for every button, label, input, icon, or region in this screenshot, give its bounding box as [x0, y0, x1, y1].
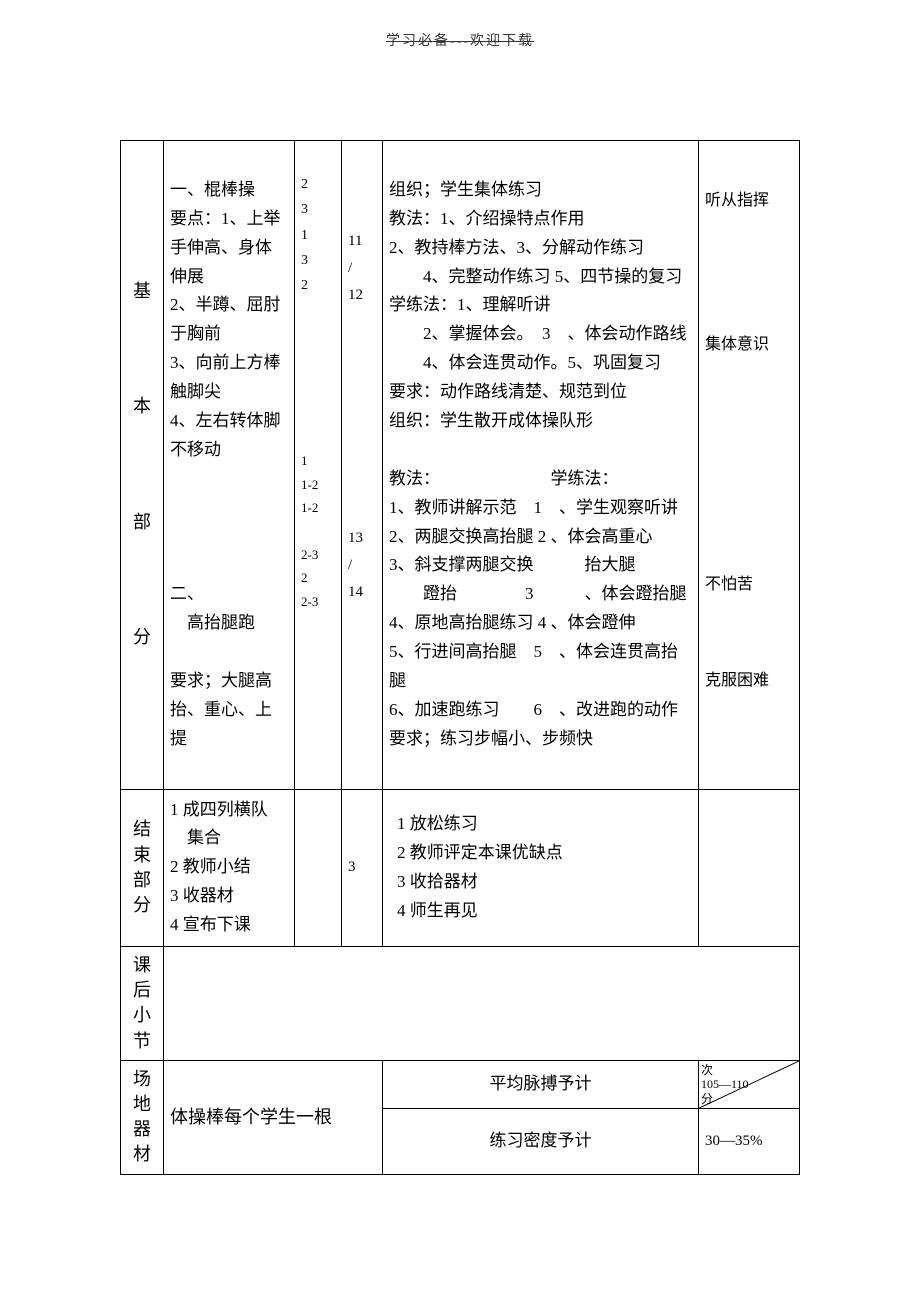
pulse-value: 次 105—110 分: [699, 1060, 800, 1108]
density-value: 30—35%: [699, 1108, 800, 1174]
main-method: 组织；学生集体练习 教法：1、介绍操特点作用 2、教持棒方法、3、分解动作练习 …: [383, 141, 699, 790]
content-block-1: 一、棍棒操 要点：1、上举手伸高、身体伸展 2、半蹲、屈肘于胸前 3、向前上方棒…: [170, 176, 288, 465]
section-label-end: 结束部分: [121, 789, 164, 946]
review-content: [164, 947, 800, 1061]
main-nums: 2 3 1 3 2 1 1-2 1-2 2-3 2 2-3: [295, 141, 342, 790]
pulse-bot: 分: [701, 1092, 797, 1106]
section-label-venue: 场地器材: [121, 1060, 164, 1174]
lesson-plan-table: 基 本 部 分 一、棍棒操 要点：1、上举手伸高、身体伸展 2、半蹲、屈肘于胸前…: [120, 140, 800, 1175]
end-right: [699, 789, 800, 946]
end-nums: [295, 789, 342, 946]
table-row-main: 基 本 部 分 一、棍棒操 要点：1、上举手伸高、身体伸展 2、半蹲、屈肘于胸前…: [121, 141, 800, 790]
table-row-review: 课后小节: [121, 947, 800, 1061]
section-label-review: 课后小节: [121, 947, 164, 1061]
page-header: 学习必备---欢迎下载: [0, 30, 920, 50]
table-row-venue-1: 场地器材 体操棒每个学生一根 平均脉搏予计 次 105—110 分: [121, 1060, 800, 1108]
main-content: 一、棍棒操 要点：1、上举手伸高、身体伸展 2、半蹲、屈肘于胸前 3、向前上方棒…: [164, 141, 295, 790]
nums-block-1: 2 3 1 3 2: [301, 172, 335, 298]
content-block-2: 二、 高抬腿跑 要求；大腿高抬、重心、上提: [170, 580, 288, 753]
pulse-top: 次: [701, 1063, 797, 1077]
pulse-mid: 105—110: [701, 1077, 797, 1091]
end-content: 1 成四列横队 集合 2 教师小结 3 收器材 4 宣布下课: [164, 789, 295, 946]
table-row-end: 结束部分 1 成四列横队 集合 2 教师小结 3 收器材 4 宣布下课 3 1 …: [121, 789, 800, 946]
nums-block-2: 1 1-2 1-2 2-3 2 2-3: [301, 449, 335, 613]
main-right: 听从指挥 集体意识 不怕苦 克服困难: [699, 141, 800, 790]
venue-content: 体操棒每个学生一根: [164, 1060, 383, 1174]
method-block-2: 教法： 学练法： 1、教师讲解示范 1 、学生观察听讲 2、两腿交换高抬腿 2 …: [389, 465, 692, 754]
pulse-label: 平均脉搏予计: [383, 1060, 699, 1108]
main-time: 11 / 12 13 / 14: [342, 141, 383, 790]
end-time: 3: [342, 789, 383, 946]
density-label: 练习密度予计: [383, 1108, 699, 1174]
end-method: 1 放松练习 2 教师评定本课优缺点 3 收拾器材 4 师生再见: [383, 789, 699, 946]
time-block-1: 11 / 12: [348, 228, 376, 309]
method-block-1: 组织；学生集体练习 教法：1、介绍操特点作用 2、教持棒方法、3、分解动作练习 …: [389, 176, 692, 436]
time-block-2: 13 / 14: [348, 525, 376, 606]
section-label-main: 基 本 部 分: [121, 141, 164, 790]
